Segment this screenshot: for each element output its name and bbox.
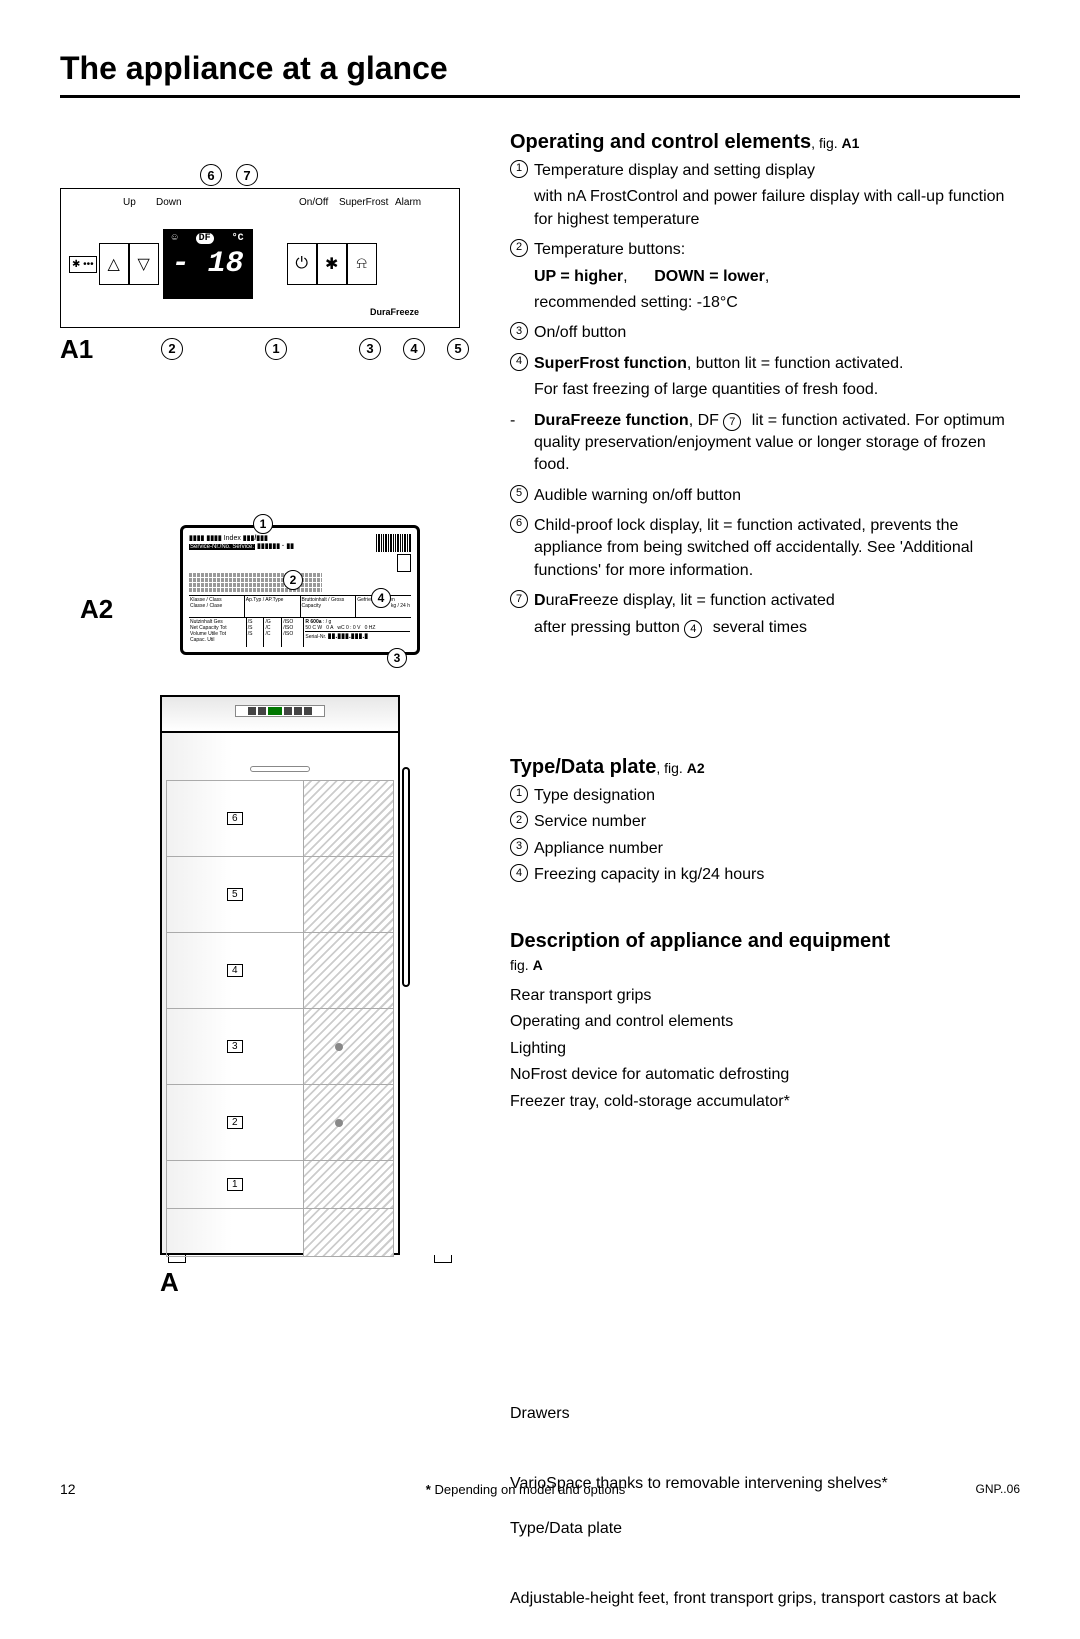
- callout-7: 7: [236, 164, 258, 186]
- desc-drawers: Drawers: [510, 1403, 1020, 1425]
- onoff-button: ⏻: [287, 243, 317, 285]
- desc-line: Lighting: [510, 1038, 1020, 1060]
- section-description: Description of appliance and equipment f…: [510, 927, 1020, 1611]
- callout-4: 4: [403, 338, 425, 360]
- plate-callout-3: 3: [387, 648, 407, 668]
- plate-callout-1: 1: [253, 514, 273, 534]
- data-plate: 1 2 3 4 ▮▮▮▮ ▮▮▮▮ Index ▮▮▮/▮▮▮ Service-…: [180, 525, 420, 655]
- callout-3: 3: [359, 338, 381, 360]
- drawer-4: 4: [166, 933, 394, 1009]
- freezer-body: 6 5 4 3 2: [160, 695, 400, 1255]
- up-button: △: [99, 243, 129, 285]
- item-marker: 2: [510, 239, 528, 257]
- superfrost-button: ✱: [317, 243, 347, 285]
- callout-6: 6: [200, 164, 222, 186]
- stars-icon: ✱ •••: [69, 256, 97, 273]
- drawer-1-bottom: [166, 1209, 394, 1257]
- item-marker: 5: [510, 485, 528, 503]
- section3-heading: Description of appliance and equipment: [510, 930, 890, 952]
- label-onoff: On/Off: [299, 197, 328, 208]
- desc-line: Rear transport grips: [510, 985, 1020, 1007]
- page-title: The appliance at a glance: [60, 50, 1020, 98]
- drawer-1-top: 1: [166, 1161, 394, 1209]
- plate-callout-4: 4: [371, 588, 391, 608]
- door-handle: [402, 767, 410, 987]
- item-marker: 1: [510, 785, 528, 803]
- desc-line: Operating and control elements: [510, 1011, 1020, 1033]
- section2-figref: , fig. A2: [656, 760, 704, 776]
- list-item: 6Child-proof lock display, lit = functio…: [510, 515, 1020, 586]
- plate-callout-2: 2: [283, 570, 303, 590]
- item-marker: 4: [510, 353, 528, 371]
- list-item: 1Temperature display and setting display…: [510, 160, 1020, 235]
- list-item: 4SuperFrost function, button lit = funct…: [510, 353, 1020, 406]
- list-item: 2Temperature buttons:UP = higher, DOWN =…: [510, 239, 1020, 318]
- figure-a1: 6 7 Up Down On/Off SuperFrost Alarm ✱ ••…: [60, 188, 480, 365]
- section-type-plate: Type/Data plate, fig. A2 1Type designati…: [510, 753, 1020, 887]
- item-marker: 7: [510, 590, 528, 608]
- list-item: 3On/off button: [510, 322, 1020, 348]
- list-item: 1Type designation: [510, 785, 1020, 807]
- trash-icon: [397, 554, 411, 572]
- figure-a: 6 5 4 3 2: [160, 695, 460, 1298]
- item-marker: 2: [510, 811, 528, 829]
- control-panel: Up Down On/Off SuperFrost Alarm ✱ ••• △ …: [60, 188, 460, 328]
- list-item: 5Audible warning on/off button: [510, 485, 1020, 511]
- section1-figref: , fig. A1: [811, 135, 859, 151]
- item-marker: -: [510, 410, 528, 481]
- callout-1: 1: [265, 338, 287, 360]
- list-item: -DuraFreeze function, DF 7 lit = functio…: [510, 410, 1020, 481]
- drawer-3: 3: [166, 1009, 394, 1085]
- item-marker: 1: [510, 160, 528, 178]
- smiley-icon: ☺: [172, 233, 178, 244]
- desc-feet: Adjustable-height feet, front transport …: [510, 1588, 1020, 1610]
- label-up: Up: [123, 197, 136, 208]
- callout-2: 2: [161, 338, 183, 360]
- list-item: 3Appliance number: [510, 838, 1020, 860]
- df-badge: DF: [196, 233, 214, 244]
- fig-a1-label: A1: [60, 334, 110, 365]
- tray-section: [166, 737, 394, 781]
- drawer-6: 6: [166, 781, 394, 857]
- control-strip: [235, 705, 325, 717]
- footer-model: GNP..06: [976, 1482, 1020, 1496]
- alarm-button: ⍾: [347, 243, 377, 285]
- fig-a2-label: A2: [80, 594, 113, 625]
- list-item: 2Service number: [510, 811, 1020, 833]
- page-number: 12: [60, 1481, 76, 1497]
- item-marker: 4: [510, 864, 528, 882]
- section-operating: Operating and control elements, fig. A1 …: [510, 128, 1020, 643]
- temp-display: ☺ DF °C - 18: [163, 229, 253, 299]
- desc-typeplate: Type/Data plate: [510, 1518, 1020, 1540]
- label-super: SuperFrost: [339, 197, 388, 208]
- durafreeze-label: DuraFreeze: [370, 307, 419, 317]
- list-item: 4Freezing capacity in kg/24 hours: [510, 864, 1020, 886]
- barcode-icon: [376, 534, 411, 552]
- item-marker: 3: [510, 838, 528, 856]
- down-button: ▽: [129, 243, 159, 285]
- callout-5: 5: [447, 338, 469, 360]
- item-marker: 6: [510, 515, 528, 533]
- section1-heading: Operating and control elements: [510, 131, 811, 153]
- drawer-5: 5: [166, 857, 394, 933]
- label-alarm: Alarm: [395, 197, 421, 208]
- list-item: 7DuraFreeze display, lit = function acti…: [510, 590, 1020, 643]
- footer-note: * Depending on model and options: [426, 1482, 626, 1497]
- drawer-2: 2: [166, 1085, 394, 1161]
- section3-figref: fig. A: [510, 957, 543, 973]
- figure-a2: A2 1 2 3 4 ▮▮▮▮ ▮▮▮▮ Index ▮▮▮/▮▮▮ Servi…: [180, 525, 460, 655]
- section2-heading: Type/Data plate: [510, 756, 656, 778]
- page-footer: 12 * Depending on model and options GNP.…: [60, 1481, 1020, 1497]
- deg-c: °C: [232, 233, 244, 244]
- fig-a-label: A: [160, 1267, 460, 1298]
- desc-line: Freezer tray, cold-storage accumulator*: [510, 1091, 1020, 1113]
- item-marker: 3: [510, 322, 528, 340]
- label-down: Down: [156, 197, 182, 208]
- desc-line: NoFrost device for automatic defrosting: [510, 1064, 1020, 1086]
